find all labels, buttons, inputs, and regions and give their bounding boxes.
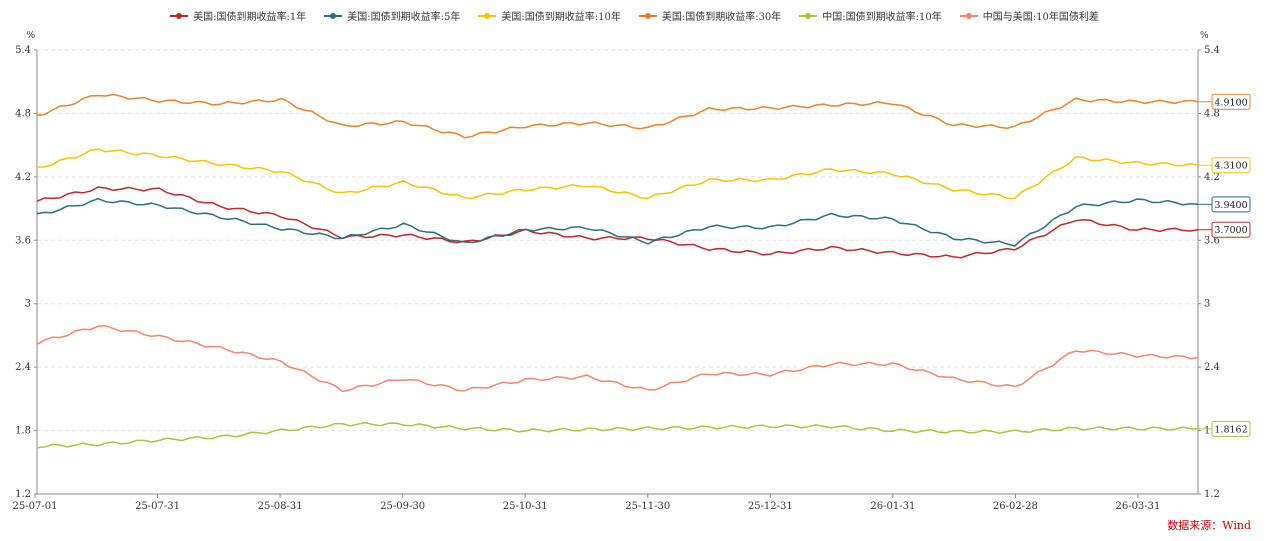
x-tick-label: 26-01-31 xyxy=(870,501,915,512)
legend-swatch xyxy=(324,12,343,19)
legend-swatch xyxy=(959,12,978,19)
legend-label: 中国与美国:10年国债利差 xyxy=(982,12,1099,23)
end-label-box xyxy=(1211,157,1251,174)
series-line xyxy=(36,197,1199,247)
y-tick-label-left: 3.6 xyxy=(15,235,31,246)
x-tick-label: 25-07-31 xyxy=(135,501,180,512)
y-tick-label-right: 4.8 xyxy=(1204,108,1220,119)
x-tick-label: 25-11-30 xyxy=(625,501,670,512)
legend-swatch xyxy=(638,12,657,19)
legend-swatch xyxy=(478,12,497,19)
y-tick-label-left: 2.4 xyxy=(15,362,31,373)
source-note: 数据来源：Wind xyxy=(1167,519,1251,532)
y-tick-label-right: 1.2 xyxy=(1204,489,1220,500)
y-tick-label-right: 3.6 xyxy=(1204,235,1220,246)
legend-swatch xyxy=(799,12,818,19)
legend-item[interactable]: 美国:国债到期收益率:5年 xyxy=(324,8,460,23)
x-tick-label: 25-07-01 xyxy=(13,501,58,512)
end-label-box xyxy=(1211,93,1251,110)
end-label: 3.9400 xyxy=(1214,200,1247,211)
end-label: 4.9100 xyxy=(1214,97,1247,108)
series-line xyxy=(36,324,1199,393)
y-unit-right: % xyxy=(1200,31,1209,41)
y-unit-left: % xyxy=(26,31,35,41)
series-line xyxy=(36,93,1199,139)
end-label-box xyxy=(1211,221,1251,238)
legend-swatch xyxy=(170,12,189,19)
legend-item[interactable]: 中国与美国:10年国债利差 xyxy=(959,8,1099,23)
legend-label: 美国:国债到期收益率:10年 xyxy=(501,12,621,23)
legend-label: 美国:国债到期收益率:30年 xyxy=(661,12,782,23)
y-tick-label-right: 2.4 xyxy=(1204,362,1220,373)
legend-item[interactable]: 美国:国债到期收益率:10年 xyxy=(478,8,621,23)
series-line xyxy=(36,421,1199,449)
y-tick-label-right: 5.4 xyxy=(1204,45,1220,56)
y-tick-label-right: 4.2 xyxy=(1204,172,1220,183)
x-tick-label: 25-09-30 xyxy=(380,501,425,512)
legend-item[interactable]: 美国:国债到期收益率:30年 xyxy=(638,8,782,23)
y-tick-label-left: 1.2 xyxy=(15,489,31,500)
series-line xyxy=(36,148,1199,200)
legend-item[interactable]: 中国:国债到期收益率:10年 xyxy=(799,8,942,23)
y-tick-label-left: 4.2 xyxy=(15,172,31,183)
end-label-box xyxy=(1211,420,1251,437)
x-tick-label: 26-02-28 xyxy=(993,501,1038,512)
y-tick-label-right: 3 xyxy=(1204,299,1210,310)
x-tick-label: 25-08-31 xyxy=(258,501,303,512)
legend-label: 中国:国债到期收益率:10年 xyxy=(822,12,942,23)
end-label-box xyxy=(1211,196,1251,213)
series-line xyxy=(36,186,1199,259)
end-label: 1.8162 xyxy=(1214,424,1247,435)
legend-item[interactable]: 美国:国债到期收益率:1年 xyxy=(170,8,306,23)
y-tick-label-left: 1.8 xyxy=(15,426,31,437)
y-tick-label-left: 3 xyxy=(25,299,31,310)
end-label: 4.3100 xyxy=(1214,161,1247,172)
end-label: 3.7000 xyxy=(1214,225,1247,236)
x-tick-label: 25-12-31 xyxy=(748,501,793,512)
legend-label: 美国:国债到期收益率:5年 xyxy=(347,12,461,23)
legend: 美国:国债到期收益率:1年 美国:国债到期收益率:5年 美国:国债到期收益率:10年… xyxy=(0,8,1269,23)
y-tick-label-left: 4.8 xyxy=(15,108,31,119)
x-tick-label: 26-03-31 xyxy=(1115,501,1160,512)
legend-label: 美国:国债到期收益率:1年 xyxy=(193,12,307,23)
y-tick-label-left: 5.4 xyxy=(15,45,31,56)
x-tick-label: 25-10-31 xyxy=(503,501,548,512)
